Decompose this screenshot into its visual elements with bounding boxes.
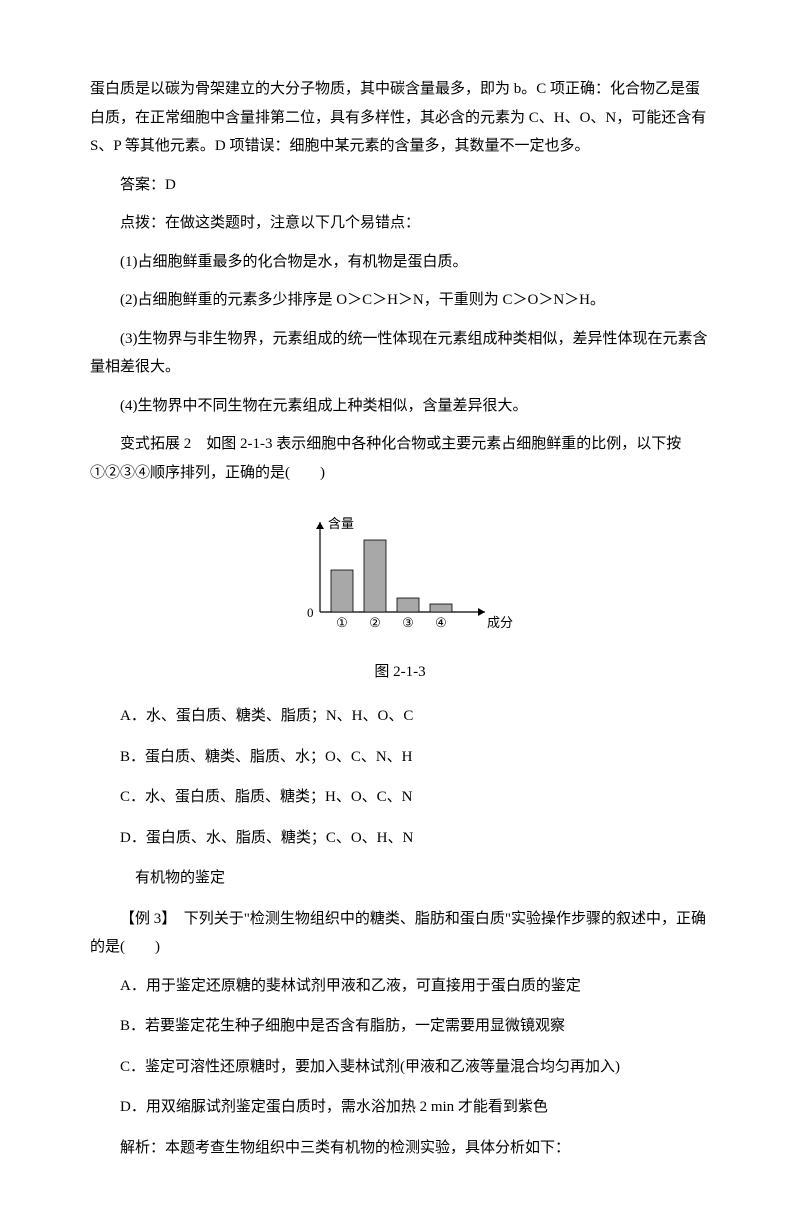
note-line: 点拨：在做这类题时，注意以下几个易错点： [90, 209, 710, 238]
answer-line: 答案：D [90, 171, 710, 200]
example-3: 【例 3】 下列关于"检测生物组织中的糖类、脂肪和蛋白质"实验操作步骤的叙述中，… [90, 905, 710, 962]
section-organic: 有机物的鉴定 [90, 864, 710, 893]
option-a: A．水、蛋白质、糖类、脂质；N、H、O、C [90, 702, 710, 731]
bar-chart: 含量成分 0 ① ② ③ ④ [90, 507, 710, 648]
question-2: 变式拓展 2 如图 2-1-3 表示细胞中各种化合物或主要元素占细胞鲜重的比例，… [90, 430, 710, 487]
option-d: D．蛋白质、水、脂质、糖类；C、O、H、N [90, 824, 710, 853]
intro-paragraph: 蛋白质是以碳为骨架建立的大分子物质，其中碳含量最多，即为 b。C 项正确：化合物… [90, 75, 710, 161]
svg-text:③: ③ [402, 615, 414, 630]
analysis-line: 解析：本题考查生物组织中三类有机物的检测实验，具体分析如下： [90, 1134, 710, 1163]
rule-4: (4)生物界中不同生物在元素组成上种类相似，含量差异很大。 [90, 392, 710, 421]
option-b: B．蛋白质、糖类、脂质、水；O、C、N、H [90, 743, 710, 772]
option-c: C．水、蛋白质、脂质、糖类；H、O、C、N [90, 783, 710, 812]
svg-text:0: 0 [307, 605, 314, 620]
ex3-option-c: C．鉴定可溶性还原糖时，要加入斐林试剂(甲液和乙液等量混合均匀再加入) [90, 1053, 710, 1082]
rule-1: (1)占细胞鲜重最多的化合物是水，有机物是蛋白质。 [90, 248, 710, 277]
svg-text:成分: 成分 [487, 615, 513, 630]
chart-caption: 图 2-1-3 [90, 658, 710, 687]
svg-text:①: ① [336, 615, 348, 630]
svg-text:②: ② [369, 615, 381, 630]
rule-3: (3)生物界与非生物界，元素组成的统一性体现在元素组成种类相似，差异性体现在元素… [90, 325, 710, 382]
ex3-option-b: B．若要鉴定花生种子细胞中是否含有脂肪，一定需要用显微镜观察 [90, 1012, 710, 1041]
rule-2: (2)占细胞鲜重的元素多少排序是 O＞C＞H＞N，干重则为 C＞O＞N＞H。 [90, 286, 710, 315]
svg-text:④: ④ [435, 615, 447, 630]
ex3-option-a: A．用于鉴定还原糖的斐林试剂甲液和乙液，可直接用于蛋白质的鉴定 [90, 972, 710, 1001]
svg-text:含量: 含量 [328, 516, 354, 531]
bar-chart-svg: 含量成分 0 ① ② ③ ④ [285, 507, 515, 637]
ex3-option-d: D．用双缩脲试剂鉴定蛋白质时，需水浴加热 2 min 才能看到紫色 [90, 1093, 710, 1122]
